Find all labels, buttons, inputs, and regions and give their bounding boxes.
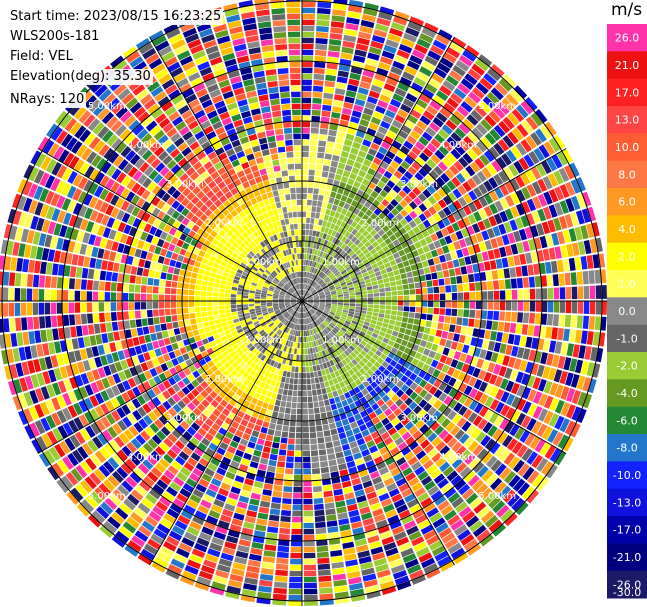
range-label: 1.00km: [322, 335, 360, 346]
station-text: WLS200s-181: [10, 29, 102, 45]
colorbar-swatch: [607, 516, 647, 544]
colorbar-tick-label: -21.0: [613, 551, 641, 564]
colorbar-tick-label: -8.0: [616, 442, 637, 455]
colorbar-tick-label: -13.0: [613, 496, 641, 509]
info-block: Start time: 2023/08/15 16:23:25 WLS200s-…: [10, 5, 224, 108]
velocity-gates: [0, 0, 607, 606]
colorbar-swatch: [607, 379, 647, 408]
nrays-text: NRays: 120: [10, 92, 87, 108]
range-label: 2.00km: [205, 374, 243, 385]
range-label: 5.00km: [88, 491, 126, 502]
colorbar-swatch: [607, 434, 647, 462]
colorbar-swatch: [607, 160, 647, 189]
colorbar-tick-label: -17.0: [613, 524, 641, 537]
colorbar-tick-label: 6.0: [618, 196, 636, 209]
range-label: 4.00km: [439, 452, 477, 463]
colorbar-swatch: [607, 406, 647, 435]
colorbar: 26.0 21.0 17.0 13.0 10.0 8.0 6.0 4.0 2.0 1.0 0.0 -1…: [607, 24, 647, 599]
azimuth-line: [37, 148, 303, 302]
colorbar-tick-label: -30.0: [613, 586, 641, 599]
range-label: 1.00km: [244, 335, 282, 346]
azimuth-line: [301, 300, 567, 454]
azimuth-line: [301, 148, 567, 302]
colorbar-tick-label: 8.0: [618, 168, 636, 181]
azimuth-line: [301, 36, 455, 302]
range-label: 4.00km: [439, 140, 477, 151]
range-label: 3.00km: [400, 413, 438, 424]
colorbar-tick-label: -26.0: [613, 578, 641, 591]
colorbar-tick-label: -4.0: [616, 387, 637, 400]
colorbar-tick-label: -6.0: [616, 414, 637, 427]
range-label: 2.00km: [361, 218, 399, 229]
colorbar-swatch: [607, 106, 647, 134]
colorbar-tick-label: 10.0: [615, 141, 640, 154]
colorbar-tick-label: 26.0: [615, 32, 640, 45]
colorbar-swatch: [607, 215, 647, 244]
range-label: 4.00km: [127, 140, 165, 151]
range-label: 5.00km: [88, 101, 126, 112]
colorbar-unit-label: m/s: [611, 0, 643, 20]
colorbar-swatch: [607, 78, 647, 107]
colorbar-swatch: [607, 24, 647, 52]
range-label: 1.00km: [322, 257, 360, 268]
colorbar-tick-label: 17.0: [615, 86, 640, 99]
azimuth-line: [149, 300, 303, 566]
colorbar-tick-label: -2.0: [616, 360, 637, 373]
colorbar-swatch: [607, 133, 647, 162]
range-label: 5.00km: [478, 491, 516, 502]
range-label: 5.00km: [478, 101, 516, 112]
azimuth-line: [301, 300, 455, 566]
colorbar-swatch: [607, 352, 647, 380]
range-labels: 1.00km 2.00km 3.00km 4.00km 5.00km 1.00km 2.00…: [88, 101, 516, 502]
colorbar-swatch: [607, 488, 647, 517]
colorbar-tick-label: 1.0: [618, 278, 636, 291]
range-label: 3.00km: [166, 179, 204, 190]
colorbar-swatch: [607, 324, 647, 353]
colorbar-swatch: [607, 188, 647, 216]
colorbar-swatch: [607, 270, 647, 298]
colorbar-swatch: [607, 51, 647, 80]
colorbar-tick-label: 13.0: [615, 114, 640, 127]
colorbar-tick-label: 0.0: [618, 305, 636, 318]
elevation-text: Elevation(deg): 35.30: [10, 69, 153, 85]
colorbar-tick-label: 21.0: [615, 59, 640, 72]
field-text: Field: VEL: [10, 49, 75, 65]
colorbar-swatch: [607, 297, 647, 326]
range-label: 2.00km: [361, 374, 399, 385]
range-label: 3.00km: [400, 179, 438, 190]
range-label: 2.00km: [205, 218, 243, 229]
azimuth-line: [37, 300, 303, 454]
range-label: 3.00km: [166, 413, 204, 424]
colorbar-swatch: [607, 242, 647, 271]
colorbar-tick-label: 2.0: [618, 250, 636, 263]
colorbar-tick-label: -10.0: [613, 469, 641, 482]
azimuth-line: [149, 36, 303, 302]
colorbar-swatch: [607, 570, 647, 599]
colorbar-swatch: [607, 461, 647, 490]
colorbar-swatch: [607, 543, 647, 572]
colorbar-tick-label: -1.0: [616, 332, 637, 345]
range-rings: [0, 0, 607, 606]
range-label: 1.00km: [244, 257, 282, 268]
start-time-text: Start time: 2023/08/15 16:23:25: [10, 9, 224, 25]
range-label: 4.00km: [127, 452, 165, 463]
colorbar-tick-label: 4.0: [618, 223, 636, 236]
